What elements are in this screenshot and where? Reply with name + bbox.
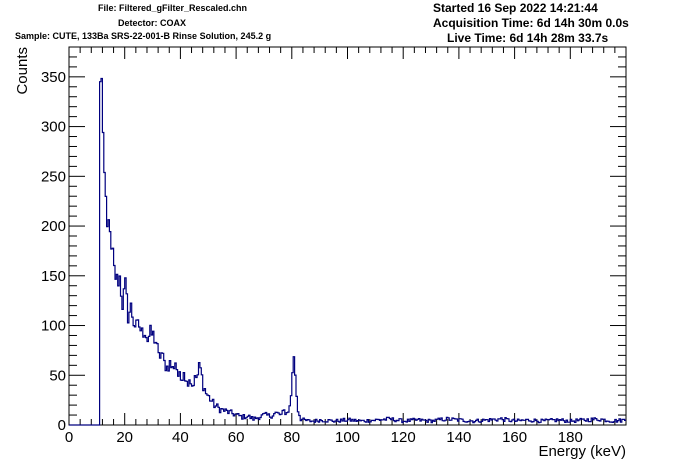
y-tick-label: 200 xyxy=(41,218,66,235)
y-tick-label: 250 xyxy=(41,168,66,185)
y-axis-ticks xyxy=(69,46,626,426)
file-label: File: Filtered_gFilter_Rescaled.chn xyxy=(98,3,248,13)
x-tick-label: 160 xyxy=(502,429,527,446)
acquisition-time-label: Acquisition Time: 6d 14h 30m 0.0s xyxy=(433,16,629,30)
y-axis-tick-labels: 0 50 100 150 200 250 300 350 xyxy=(41,69,66,434)
y-tick-label: 50 xyxy=(49,367,66,384)
y-axis-title: Counts xyxy=(14,47,31,95)
y-tick-label: 150 xyxy=(41,268,66,285)
started-label: Started 16 Sep 2022 14:21:44 xyxy=(433,1,598,15)
y-tick-label: 0 xyxy=(58,417,66,434)
y-tick-label: 100 xyxy=(41,318,66,335)
plot-frame xyxy=(68,46,627,426)
x-axis-title: Energy (keV) xyxy=(538,443,626,460)
y-tick-label: 300 xyxy=(41,119,66,136)
y-tick-label: 350 xyxy=(41,69,66,86)
x-tick-label: 0 xyxy=(65,429,73,446)
x-tick-label: 100 xyxy=(335,429,360,446)
spectrum-series-line xyxy=(69,77,626,426)
x-tick-label: 120 xyxy=(391,429,416,446)
x-tick-label: 40 xyxy=(172,429,189,446)
sample-label: Sample: CUTE, 133Ba SRS-22-001-B Rinse S… xyxy=(15,31,272,41)
x-tick-label: 180 xyxy=(558,429,583,446)
detector-label: Detector: COAX xyxy=(118,18,187,28)
x-axis-tick-labels: 0 20 40 60 80 100 120 140 160 180 xyxy=(65,429,583,446)
x-tick-label: 60 xyxy=(228,429,245,446)
x-axis-ticks xyxy=(68,47,627,425)
x-tick-label: 20 xyxy=(116,429,133,446)
x-tick-label: 140 xyxy=(446,429,471,446)
x-tick-label: 80 xyxy=(283,429,300,446)
live-time-label: Live Time: 6d 14h 28m 33.7s xyxy=(447,31,609,45)
